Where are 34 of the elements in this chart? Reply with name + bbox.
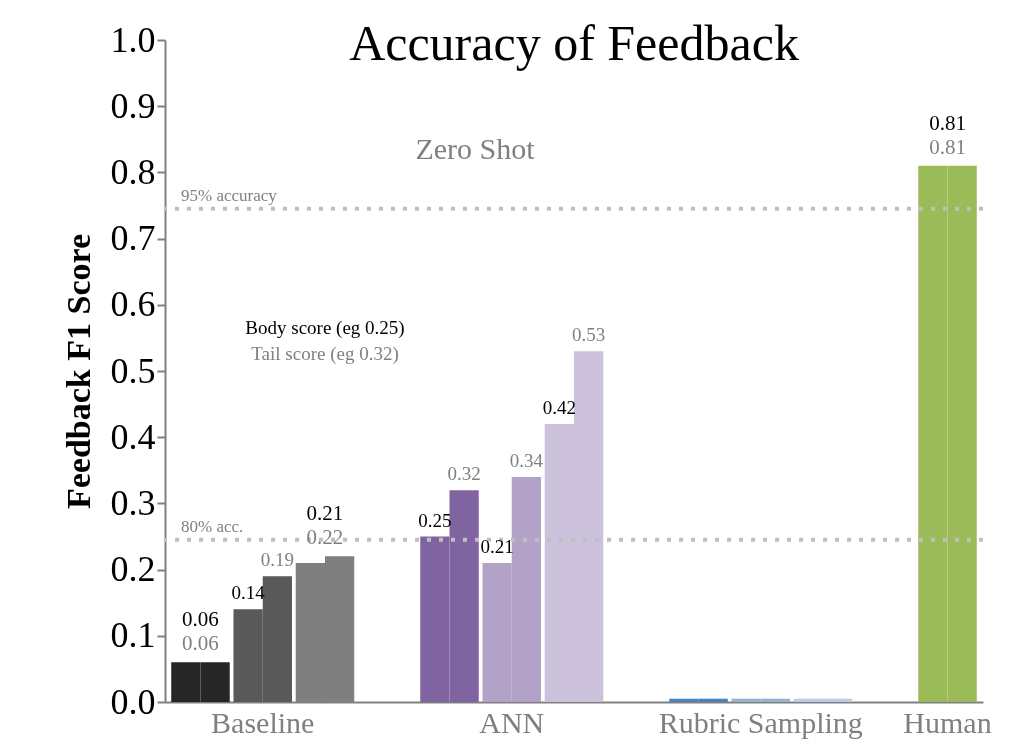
y-tick-label: 0.7 [110, 218, 156, 259]
data-label: 0.34 [509, 449, 544, 471]
annotation: Zero Shot [415, 132, 536, 165]
data-label: 0.06 [182, 607, 219, 632]
y-tick-label: 0.0 [110, 681, 156, 722]
y-tick-label: 0.8 [110, 151, 156, 192]
x-tick-label: ANN [479, 705, 545, 739]
annotation: Body score (eg 0.25) [245, 317, 405, 339]
data-label: 0.21 [480, 535, 514, 557]
data-label: 0.22 [306, 525, 344, 550]
x-tick-label: Rubric Sampling [658, 705, 863, 739]
data-label: 0.32 [447, 463, 481, 485]
chart-title: Accuracy of Feedback [349, 15, 799, 71]
y-tick-label: 0.9 [110, 85, 156, 126]
x-tick-label: Human [903, 705, 992, 739]
x-tick-label: Baseline [211, 705, 315, 739]
annotation: Tail score (eg 0.32) [251, 343, 399, 365]
data-label: 0.19 [260, 549, 294, 571]
y-tick-label: 0.6 [110, 284, 156, 325]
ref-line-label: 80% acc. [181, 516, 244, 536]
data-label: 0.81 [929, 134, 966, 159]
data-label: 0.06 [182, 631, 219, 656]
y-tick-label: 0.3 [110, 482, 156, 523]
y-tick-label: 1.0 [110, 19, 156, 60]
y-tick-label: 0.2 [110, 549, 156, 590]
data-label: 0.21 [306, 501, 344, 526]
y-tick-label: 0.5 [110, 350, 156, 391]
data-label: 0.81 [929, 110, 966, 135]
y-tick-label: 0.1 [110, 615, 156, 656]
ref-line-label: 95% accuracy [181, 185, 278, 205]
y-axis-title: Feedback F1 Score [59, 233, 97, 510]
data-label: 0.42 [542, 396, 576, 418]
data-label: 0.53 [572, 324, 606, 346]
y-tick-label: 0.4 [110, 416, 156, 457]
